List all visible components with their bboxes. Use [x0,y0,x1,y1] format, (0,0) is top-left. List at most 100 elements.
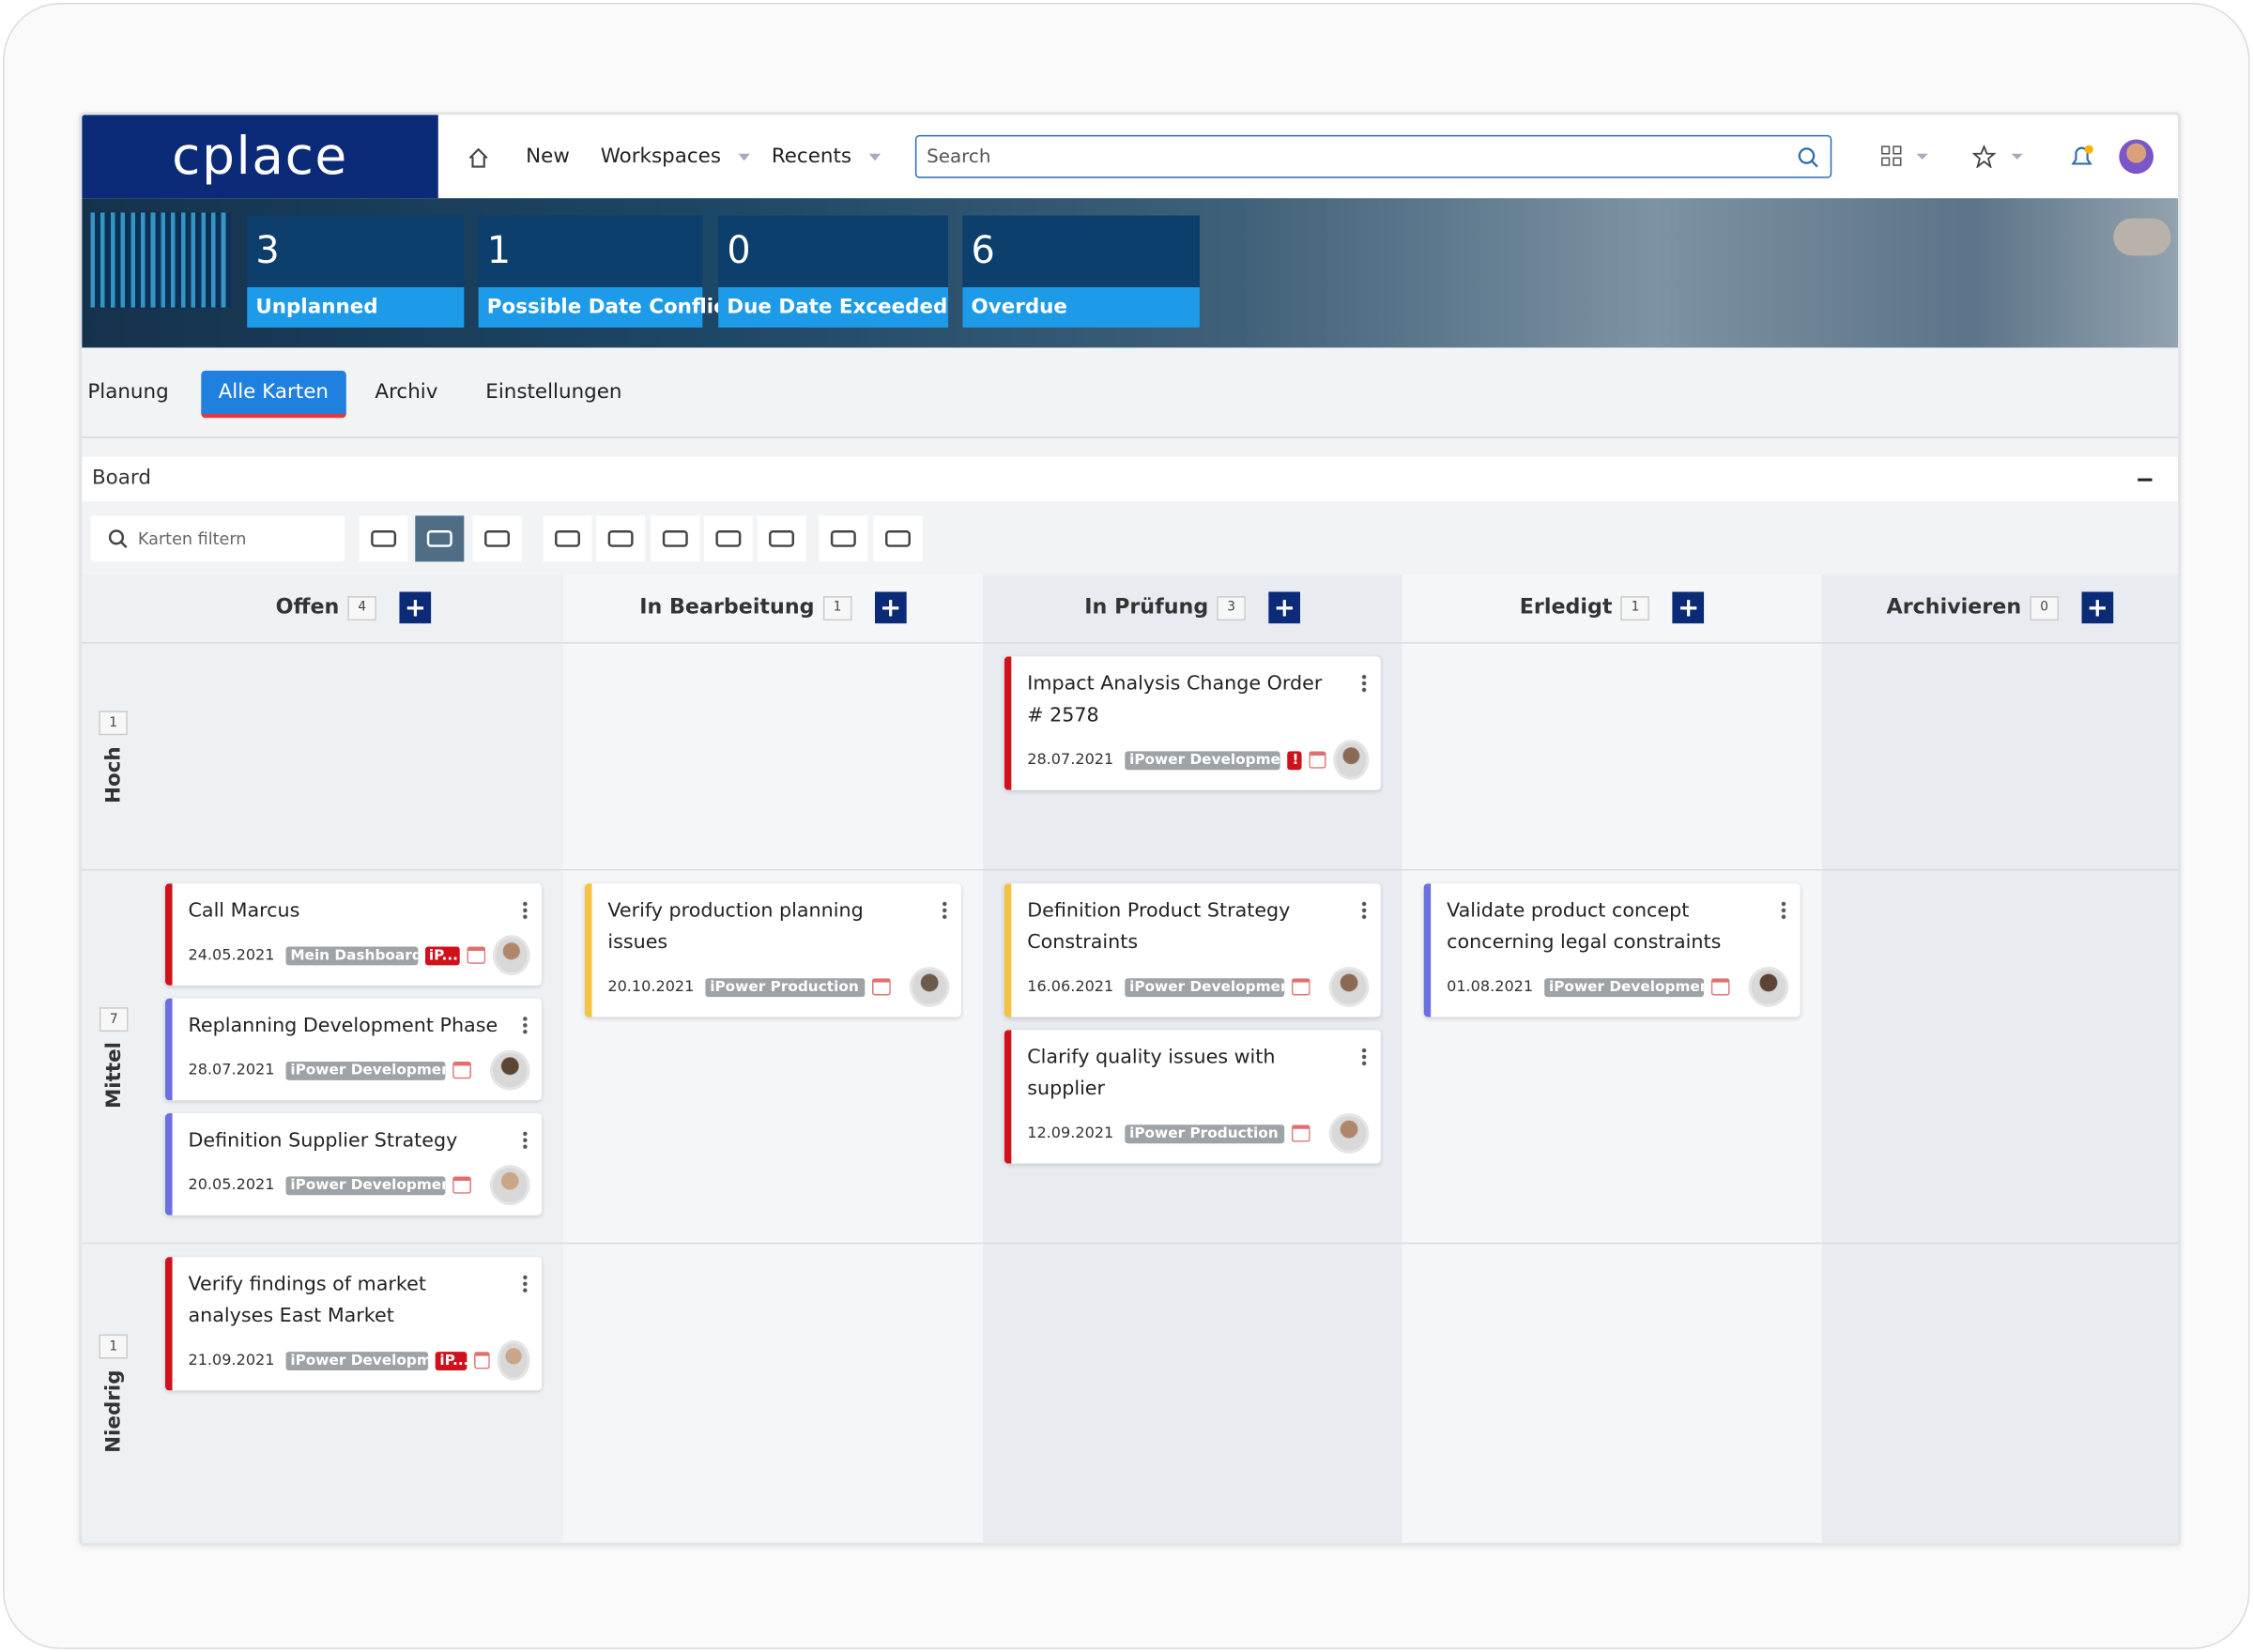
card-footer: 20.05.2021 iPower Development [188,1165,530,1206]
calendar-icon [872,978,892,996]
card-filter[interactable]: Karten filtern [90,515,345,562]
card-title: Verify production planning issues [607,899,864,955]
tab[interactable]: Einstellungen [485,380,622,405]
card[interactable]: Validate product concept concerning lega… [1423,883,1801,1017]
home-icon[interactable] [467,146,489,169]
card-menu[interactable] [523,1274,528,1293]
card-tag: iPower Development [285,1351,429,1370]
logo[interactable]: cplace [82,115,438,199]
kpi-value: 1 [486,229,512,273]
card-menu[interactable] [1361,900,1367,920]
card-footer: 28.07.2021 iPower Development [188,1049,530,1091]
card-tag: iPower Production P [705,977,866,997]
tab[interactable]: Planung [87,380,169,405]
card-menu[interactable] [523,1015,528,1034]
view-button[interactable] [651,515,700,562]
column-header: Offen 4 + [144,586,563,629]
cell: Verify findings of market analyses East … [164,1257,542,1391]
card-menu[interactable] [523,900,528,920]
card-date: 16.06.2021 [1027,978,1114,996]
card[interactable]: Definition Product Strategy Constraints 1… [1004,883,1381,1017]
assignee-avatar [1328,966,1370,1007]
card[interactable]: Verify findings of market analyses East … [164,1257,542,1391]
card[interactable]: Verify production planning issues 20.10.2… [584,883,961,1017]
favorites-menu[interactable] [1972,145,2024,169]
card-tag: iPower Production Plan [1125,1124,1285,1143]
row-label-text: Hoch 1 [99,709,129,803]
cell: Impact Analysis Change Order # 2578 28.07… [1004,656,1381,790]
card[interactable]: Call Marcus 24.05.2021 Mein Dashboard iP... [164,883,542,986]
calendar-icon [1292,1124,1310,1142]
apps-menu[interactable] [1880,145,1929,168]
kpi-label: Overdue [962,287,1200,328]
card-menu[interactable] [1361,1047,1367,1066]
view-icon [662,530,688,547]
view-button[interactable] [596,515,646,562]
row-label: Hoch 1 [97,642,131,869]
column-count: 3 [1217,595,1247,620]
assignee-avatar [1328,1113,1370,1154]
nav-new[interactable]: New [526,145,570,169]
row-name: Hoch [101,745,126,803]
tab[interactable]: Alle Karten [201,370,346,419]
column-header: Erledigt 1 + [1402,586,1822,629]
top-bar: cplace New Workspaces Recents Search [82,115,2179,199]
app-window: cplace New Workspaces Recents Search 3 Un… [79,112,2182,1546]
tab[interactable]: Archiv [375,380,438,405]
add-card-button[interactable]: + [399,591,432,624]
view-button[interactable] [359,515,408,562]
card-date: 01.08.2021 [1447,978,1534,996]
view-icon [830,530,856,547]
assignee-avatar [909,966,950,1007]
row-label-text: Mittel 7 [99,1003,129,1108]
assignee-avatar [497,1339,530,1381]
collapse-button[interactable] [2138,478,2153,482]
nav-label: Workspaces [600,145,721,169]
card-menu[interactable] [523,1130,528,1150]
view-button[interactable] [472,515,522,562]
view-button[interactable] [757,515,806,562]
cell: Validate product concept concerning lega… [1423,883,1801,1017]
add-card-button[interactable]: + [1672,591,1705,624]
view-button[interactable] [703,515,753,562]
card-menu[interactable] [1781,900,1786,920]
view-button[interactable] [415,515,465,562]
view-icon [715,530,742,547]
column-header: In Bearbeitung 1 + [563,586,983,629]
add-card-button[interactable]: + [2081,591,2114,624]
column [1821,574,2179,1543]
kpi-tile[interactable]: 1 Possible Date Conflict [478,215,735,328]
card-date: 28.07.2021 [1027,751,1114,769]
calendar-icon [452,1061,472,1079]
nav-recents[interactable]: Recents [772,115,881,198]
card-date: 20.10.2021 [607,978,695,996]
view-button[interactable] [819,515,868,562]
view-icon [555,530,580,547]
search-placeholder: Search [927,145,991,168]
card-menu[interactable] [1361,673,1367,693]
nav-workspaces[interactable]: Workspaces [601,115,750,198]
view-button[interactable] [873,515,923,562]
kpi-tile[interactable]: 3 Unplanned [247,215,465,328]
notifications[interactable] [2069,144,2095,170]
kpi-label: Unplanned [247,287,465,328]
column-name: Offen [275,596,340,620]
view-button[interactable] [543,515,592,562]
add-card-button[interactable]: + [874,591,907,624]
kpi-tile[interactable]: 0 Due Date Exceeded [718,215,949,328]
card[interactable]: Definition Supplier Strategy 20.05.2021 iP… [164,1113,542,1216]
card-title: Verify findings of market analyses East … [188,1272,426,1328]
kpi-value: 0 [727,229,751,273]
card-menu[interactable] [942,900,947,920]
calendar-icon [1292,978,1310,996]
search-box[interactable]: Search [914,134,1832,178]
card[interactable]: Impact Analysis Change Order # 2578 28.07… [1004,656,1381,790]
add-card-button[interactable]: + [1268,591,1301,624]
card[interactable]: Clarify quality issues with supplier 12.0… [1004,1030,1381,1164]
kpi-label: Due Date Exceeded [718,287,949,328]
kpi-tile[interactable]: 6 Overdue [962,215,1200,328]
user-avatar[interactable] [2119,139,2154,175]
card[interactable]: Replanning Development Phase 28.07.2021 iP… [164,998,542,1101]
card-title: Definition Product Strategy Constraints [1027,899,1291,955]
